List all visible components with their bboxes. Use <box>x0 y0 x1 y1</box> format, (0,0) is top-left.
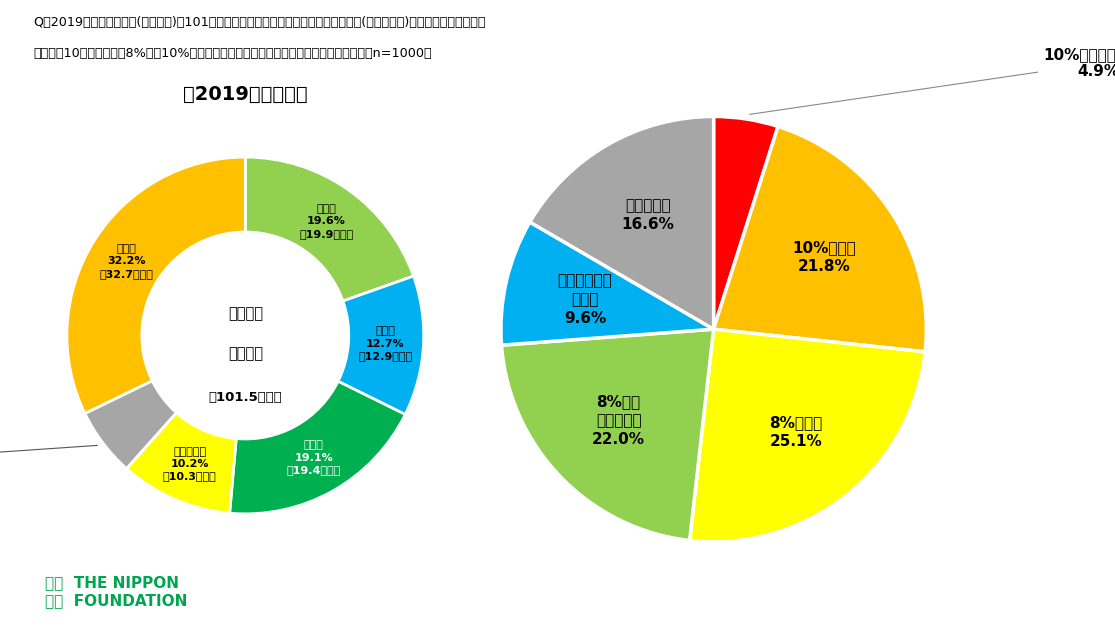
Wedge shape <box>502 329 714 541</box>
Text: 今年10月に消費税が8%から10%に引き上げられますが、あなたはどう思いますか？（n=1000）: 今年10月に消費税が8%から10%に引き上げられますが、あなたはどう思いますか？… <box>33 47 433 61</box>
Wedge shape <box>85 380 176 468</box>
Wedge shape <box>126 413 236 513</box>
Text: 消費税を廃止
すべき
9.6%: 消費税を廃止 すべき 9.6% <box>558 273 612 326</box>
Text: 法人税
12.7%
（12.9兆円）: 法人税 12.7% （12.9兆円） <box>358 327 413 361</box>
Wedge shape <box>501 222 714 345</box>
Wedge shape <box>230 381 405 514</box>
Text: 公債金
32.2%
（32.7兆円）: 公債金 32.2% （32.7兆円） <box>99 244 154 279</box>
Text: 10%より高くするべき
4.9%: 10%より高くするべき 4.9% <box>749 47 1115 115</box>
Wedge shape <box>338 276 424 415</box>
Text: 日本  THE NIPPON
財団  FOUNDATION: 日本 THE NIPPON 財団 FOUNDATION <box>45 575 187 608</box>
Text: 8%が妥当
25.1%: 8%が妥当 25.1% <box>769 415 823 449</box>
Text: わからない
16.6%: わからない 16.6% <box>621 198 675 232</box>
Text: その他税収
10.2%
（10.3兆円）: その他税収 10.2% （10.3兆円） <box>163 447 216 482</box>
Text: Q　2019年度の政府予算(一般会計)は101兆円を超えており、国の収入は税金や公債金(国債の発行)で構成されています。: Q 2019年度の政府予算(一般会計)は101兆円を超えており、国の収入は税金や… <box>33 16 486 29</box>
Text: （101.5兆円）: （101.5兆円） <box>209 391 282 404</box>
Text: その他収入
6.2%
（6.3兆円）: その他収入 6.2% （6.3兆円） <box>0 437 97 471</box>
Wedge shape <box>67 157 245 413</box>
Wedge shape <box>714 116 778 329</box>
Text: 歳入総額: 歳入総額 <box>227 346 263 361</box>
Wedge shape <box>689 329 925 542</box>
Text: 消費税
19.1%
（19.4兆円）: 消費税 19.1% （19.4兆円） <box>287 440 341 475</box>
Text: 8%から
下げるべき
22.0%: 8%から 下げるべき 22.0% <box>592 394 646 447</box>
Text: 一般会計: 一般会計 <box>227 306 263 322</box>
Wedge shape <box>530 116 714 329</box>
Text: 所得税
19.6%
（19.9兆円）: 所得税 19.6% （19.9兆円） <box>299 204 353 239</box>
Text: 10%が妥当
21.8%: 10%が妥当 21.8% <box>792 241 856 274</box>
Text: 【2019年度予算】: 【2019年度予算】 <box>183 85 308 104</box>
Wedge shape <box>714 127 927 352</box>
Wedge shape <box>245 157 414 301</box>
